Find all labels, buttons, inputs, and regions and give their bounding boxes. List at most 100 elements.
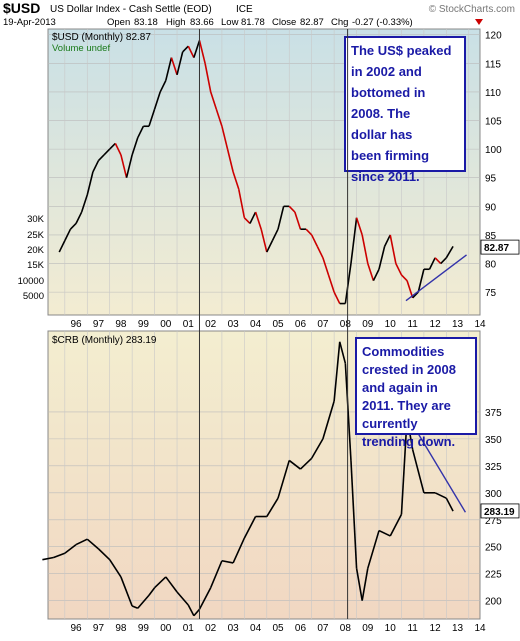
x-tick-label: 14 xyxy=(474,623,486,634)
x-tick-label: 11 xyxy=(407,623,418,634)
usd-price-segment xyxy=(170,57,178,76)
usd-price-segment xyxy=(69,222,77,230)
crb-price-segment xyxy=(109,559,122,578)
x-tick-label: 09 xyxy=(362,319,374,330)
crb-price-segment xyxy=(333,341,341,402)
usd-price-segment xyxy=(271,228,279,241)
x-tick-label: 08 xyxy=(340,623,352,634)
usd-price-segment xyxy=(182,45,189,53)
usd-volume-label: Volume undef xyxy=(52,43,110,54)
crb-price-segment xyxy=(344,363,352,461)
usd-y-tick-label: 75 xyxy=(485,288,497,299)
crb-annotation-box xyxy=(355,337,477,435)
x-tick-label: 03 xyxy=(228,623,240,634)
high-value: 83.66 xyxy=(190,17,214,28)
usd-annotation-box xyxy=(344,36,466,172)
usd-price-segment xyxy=(367,263,375,281)
usd-y-tick-label: 110 xyxy=(485,88,501,99)
crb-price-segment xyxy=(389,514,403,537)
crb-price-segment xyxy=(120,576,133,607)
usd-price-segment xyxy=(64,228,72,241)
usd-price-segment xyxy=(412,291,419,299)
usd-price-segment xyxy=(305,228,313,236)
x-tick-label: 00 xyxy=(160,319,172,330)
x-tick-label: 04 xyxy=(250,319,262,330)
crb-price-segment xyxy=(338,341,347,364)
usd-price-segment xyxy=(333,291,341,304)
usd-volume-tick-label: 30K xyxy=(27,214,45,225)
close-label: Close xyxy=(272,17,296,28)
usd-y-tick-label: 95 xyxy=(485,174,497,185)
x-tick-label: 99 xyxy=(138,319,150,330)
usd-price-segment xyxy=(316,246,324,259)
low-label: Low xyxy=(221,17,239,28)
crb-price-segment xyxy=(42,556,54,561)
x-tick-label: 07 xyxy=(317,319,329,330)
usd-price-segment xyxy=(215,108,223,127)
usd-last-value-label: 82.87 xyxy=(484,243,509,254)
usd-price-segment xyxy=(153,91,161,110)
usd-volume-tick-label: 20K xyxy=(27,245,45,256)
crb-price-segment xyxy=(53,552,66,559)
crb-y-tick-label: 325 xyxy=(485,462,502,473)
usd-price-segment xyxy=(137,125,145,139)
usd-price-segment xyxy=(193,40,201,58)
crb-y-tick-label: 350 xyxy=(485,435,502,446)
usd-price-segment xyxy=(226,148,234,173)
usd-price-segment xyxy=(243,217,251,225)
usd-price-segment xyxy=(221,126,229,150)
usd-price-segment xyxy=(159,80,167,93)
usd-price-segment xyxy=(294,211,302,230)
crb-y-tick-label: 275 xyxy=(485,516,502,527)
crb-price-segment xyxy=(193,608,201,617)
x-tick-label: 98 xyxy=(115,623,127,634)
header-name: US Dollar Index - Cash Settle (EOD) xyxy=(50,4,212,15)
usd-price-segment xyxy=(58,240,66,253)
usd-price-segment xyxy=(114,143,122,156)
usd-price-segment xyxy=(120,154,128,178)
usd-price-segment xyxy=(417,269,425,293)
x-tick-label: 97 xyxy=(93,319,105,330)
x-tick-label: 10 xyxy=(385,623,397,634)
usd-panel-title: $USD (Monthly) 82.87 xyxy=(52,32,151,43)
crb-y-tick-label: 300 xyxy=(485,489,502,500)
usd-price-segment xyxy=(389,234,397,264)
usd-y-tick-label: 105 xyxy=(485,117,502,128)
usd-price-segment xyxy=(198,40,206,64)
x-tick-label: 12 xyxy=(430,623,442,634)
crb-price-segment xyxy=(187,604,195,617)
usd-price-segment xyxy=(372,268,380,282)
x-tick-label: 96 xyxy=(70,319,82,330)
usd-price-segment xyxy=(187,45,195,58)
crb-y-tick-label: 225 xyxy=(485,570,502,581)
crb-price-segment xyxy=(350,460,358,569)
usd-price-segment xyxy=(378,246,386,270)
usd-price-segment xyxy=(277,206,285,230)
crb-price-segment xyxy=(137,594,150,609)
usd-price-segment xyxy=(97,154,105,162)
usd-price-segment xyxy=(165,57,173,81)
usd-price-segment xyxy=(80,194,89,213)
header-exchange: ICE xyxy=(236,4,253,15)
usd-price-segment xyxy=(288,205,296,213)
chg-label: Chg xyxy=(331,17,348,28)
usd-price-segment xyxy=(176,51,184,75)
x-tick-label: 13 xyxy=(452,623,464,634)
crb-annotation-text: Commodities crested in 2008 and again in 20… xyxy=(362,344,456,449)
usd-y-tick-label: 115 xyxy=(485,59,501,70)
chg-value: -0.27 (-0.33%) xyxy=(352,17,413,28)
usd-price-segment xyxy=(131,137,139,156)
usd-price-segment xyxy=(383,234,391,247)
usd-price-segment xyxy=(232,171,240,190)
x-tick-label: 09 xyxy=(362,623,374,634)
crb-price-segment xyxy=(148,587,156,596)
usd-y-tick-label: 100 xyxy=(485,145,502,156)
x-tick-label: 08 xyxy=(340,319,352,330)
usd-price-segment xyxy=(395,263,403,276)
close-value: 82.87 xyxy=(300,17,324,28)
crb-price-segment xyxy=(277,460,291,499)
crb-price-segment xyxy=(198,587,212,610)
open-label: Open xyxy=(107,17,130,28)
usd-price-segment xyxy=(75,211,83,224)
